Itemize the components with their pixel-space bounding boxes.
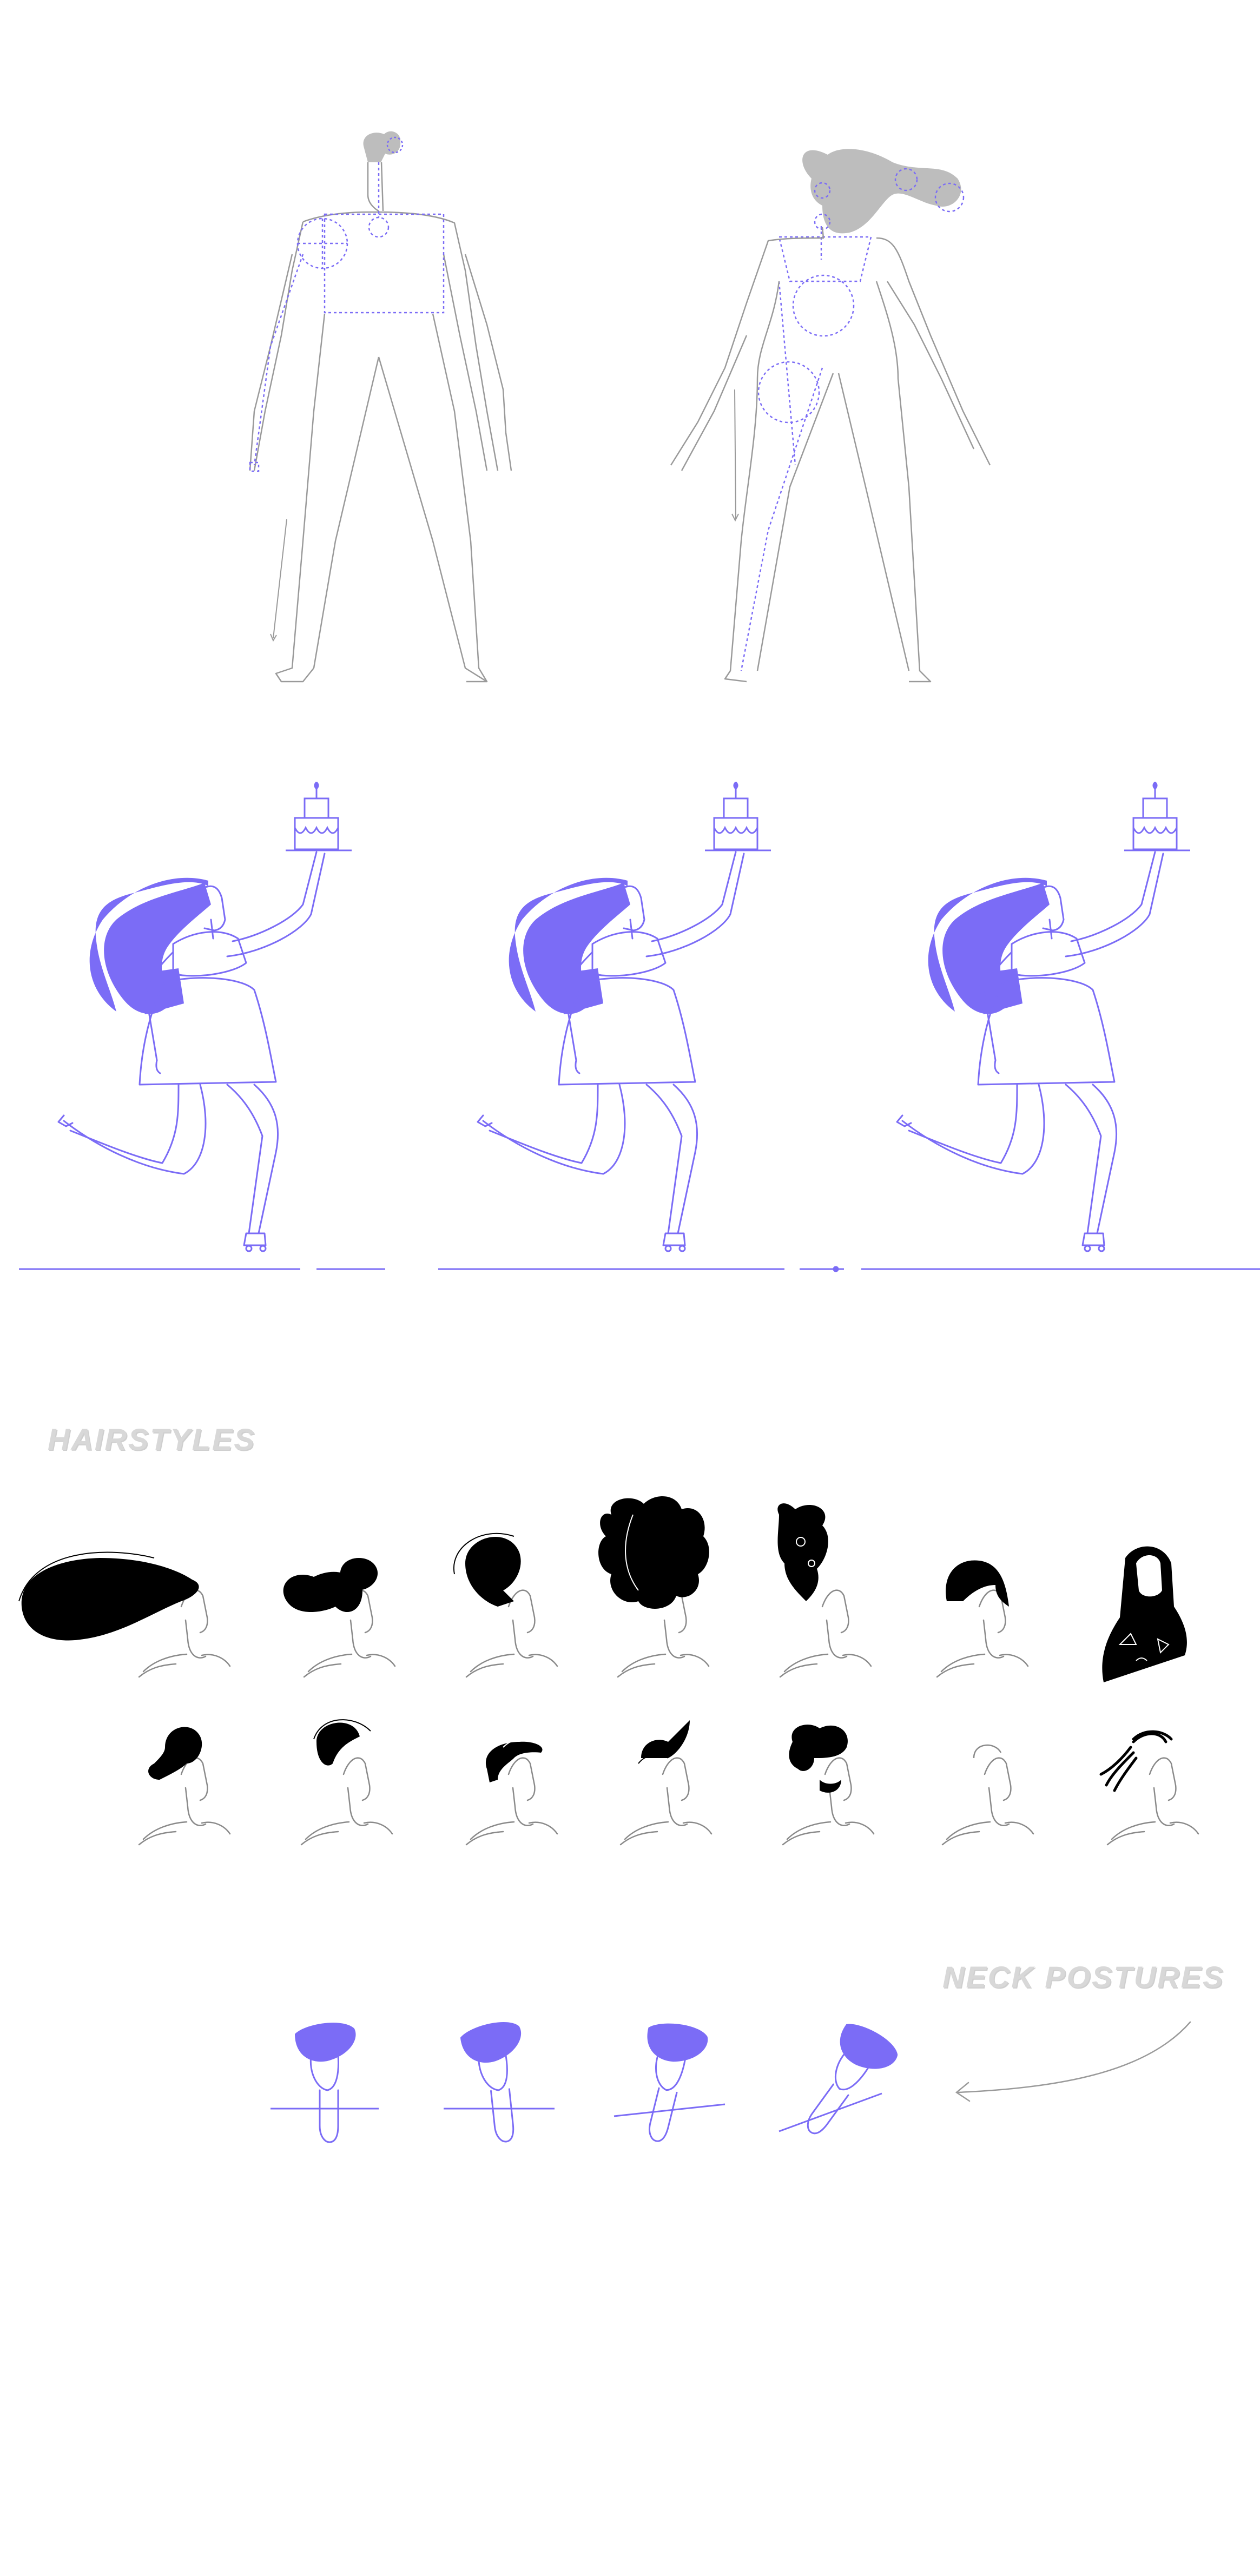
skater-pose-2 (477, 781, 772, 1252)
neck-postures-label: NECK POSTURES (942, 1960, 1225, 1994)
ground-lines (19, 1266, 1260, 1272)
hairstyle-bob (936, 1560, 1029, 1678)
male-proportion-figure (249, 131, 512, 683)
female-hair (802, 149, 961, 234)
hairstyle-double-bun (283, 1558, 396, 1678)
hairstyle-afro (598, 1496, 710, 1678)
hairstyle-cap (619, 1720, 713, 1846)
skater-pose-3 (896, 781, 1191, 1252)
hairstyles-grid (18, 1496, 1199, 1846)
neck-posture-3 (613, 2016, 725, 2148)
neck-posture-1 (271, 2022, 379, 2143)
neck-posture-4 (779, 2014, 903, 2149)
hairstyle-curly-beard (782, 1725, 875, 1846)
neck-postures-arrow (955, 2021, 1191, 2102)
hairstyles-label: HAIRSTYLES (48, 1422, 256, 1456)
hairstyle-top-bun (453, 1533, 558, 1678)
skater-pose-1 (57, 781, 353, 1252)
hairstyle-ponytail (138, 1727, 231, 1846)
female-proportion-figure (670, 149, 991, 683)
hairstyle-dreadlocks (1099, 1730, 1199, 1846)
hairstyle-long-flowing (18, 1551, 231, 1678)
hairstyle-bald (941, 1744, 1034, 1846)
neck-posture-2 (444, 2019, 555, 2146)
male-hair (363, 131, 401, 162)
hairstyle-patterned-wrap (777, 1503, 872, 1678)
hairstyle-quiff (465, 1738, 558, 1846)
hairstyle-hijab (1102, 1546, 1187, 1682)
hairstyle-side-sweep (300, 1719, 393, 1846)
